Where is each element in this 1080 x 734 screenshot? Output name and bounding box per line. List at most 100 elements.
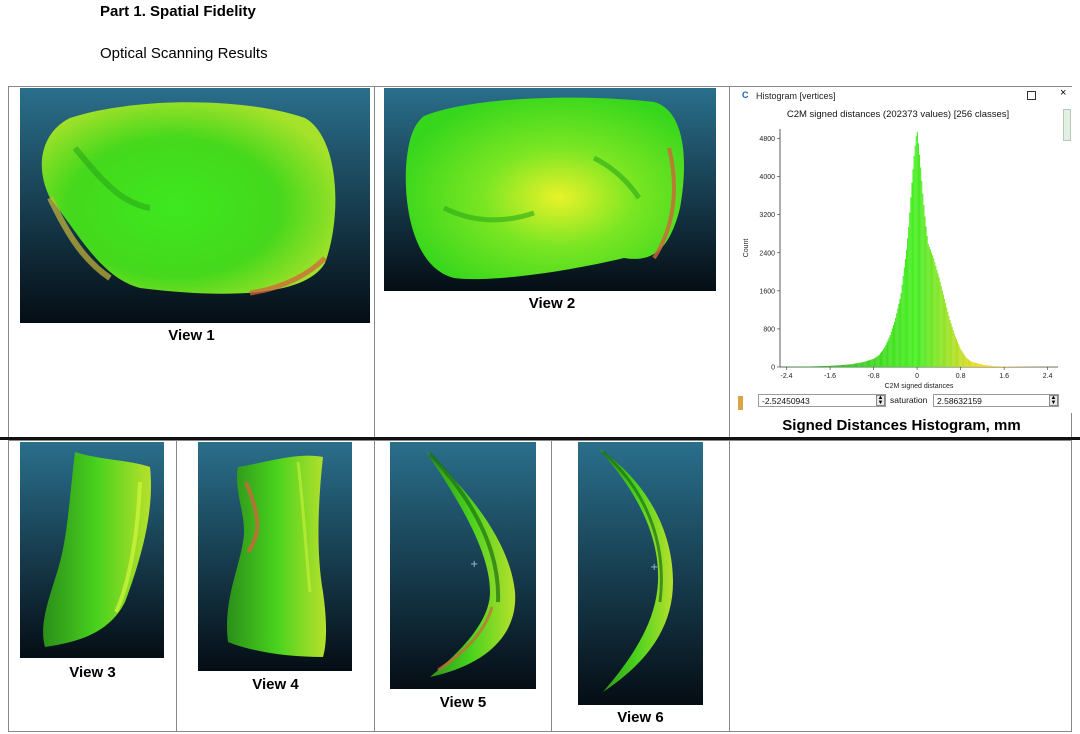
histogram-bar	[913, 156, 915, 367]
histogram-bar	[823, 366, 825, 367]
histogram-bar	[958, 344, 960, 367]
histogram-bar	[915, 136, 917, 367]
window-title: Histogram [vertices]	[756, 91, 836, 101]
histogram-bar	[953, 333, 955, 367]
histogram-bar	[832, 365, 834, 367]
histogram-bar	[875, 357, 877, 367]
histogram-bar	[945, 303, 947, 367]
histogram-bar	[903, 267, 905, 367]
min-value-field[interactable]: -2.52450943	[758, 394, 886, 407]
histogram-bar	[970, 361, 972, 367]
histogram-bar	[951, 326, 953, 367]
x-axis-label: C2M signed distances	[885, 383, 954, 390]
histogram-bar	[934, 262, 936, 367]
histogram-bar	[879, 353, 881, 367]
histogram-bar	[938, 277, 940, 367]
histogram-bar	[943, 298, 946, 367]
histogram-bar	[976, 363, 978, 367]
histogram-bar	[972, 362, 974, 367]
min-value-spinner[interactable]: ▲ ▼	[876, 395, 885, 406]
histogram-bar	[862, 362, 864, 367]
histogram-bar	[878, 354, 880, 367]
histogram-bar	[939, 281, 941, 367]
histogram-bar	[904, 258, 906, 367]
histogram-bar	[920, 167, 922, 367]
histogram-bar	[877, 355, 879, 367]
histogram-bar	[894, 321, 896, 367]
histogram-bar	[826, 365, 828, 367]
histogram-bar	[981, 364, 984, 367]
maximize-icon[interactable]	[1027, 91, 1036, 100]
histogram-bar	[852, 363, 854, 367]
histogram-caption: C2M signed distances (202373 values) [25…	[786, 109, 1010, 120]
histogram-bar	[873, 358, 875, 367]
histogram-bar	[991, 365, 993, 367]
histogram-bar	[985, 365, 987, 367]
scroll-strip[interactable]	[1063, 109, 1071, 141]
histogram-bar	[977, 363, 979, 367]
histogram-bar	[813, 366, 815, 367]
histogram-bar	[885, 344, 887, 367]
histogram-bar	[946, 307, 948, 367]
histogram-bar	[867, 360, 870, 367]
histogram-bar	[848, 364, 850, 367]
histogram-bar	[960, 349, 962, 367]
x-tick-label: -0.8	[868, 373, 880, 380]
saturation-spinner[interactable]: ▲ ▼	[1049, 395, 1058, 406]
histogram-bar	[892, 325, 895, 367]
histogram-bar	[849, 364, 851, 367]
histogram-bar	[816, 366, 819, 367]
histogram-bar	[983, 364, 985, 367]
view6-label: View 6	[617, 709, 664, 726]
histogram-bar	[986, 365, 988, 367]
histogram-bar	[884, 347, 886, 367]
saturation-field[interactable]: 2.58632159	[933, 394, 1059, 407]
histogram-bar	[973, 362, 975, 367]
histogram-bar	[902, 276, 904, 367]
view5-cell: + View 5	[374, 440, 552, 732]
histogram-bar	[926, 235, 928, 367]
histogram-bar	[979, 364, 981, 367]
histogram-bar	[844, 364, 846, 367]
histogram-bar	[922, 193, 924, 367]
histogram-bar	[1002, 366, 1004, 367]
histogram-bar	[971, 361, 973, 367]
histogram-bar	[993, 366, 996, 367]
histogram-bar	[819, 366, 821, 367]
histogram-chart: -2.4 -1.6 -0.8 0 0.8 1.6 2.4 0 800 1600 2400 3200 40…	[743, 129, 1058, 390]
histogram-footer: Signed Distances Histogram, mm	[782, 417, 1021, 434]
histogram-bar	[869, 360, 871, 367]
histogram-bar	[886, 342, 888, 367]
histogram-bar	[954, 336, 956, 367]
histogram-bar	[890, 331, 892, 367]
y-tick-label: 800	[763, 326, 775, 333]
histogram-bar	[821, 366, 823, 367]
y-tick-label: 2400	[759, 250, 775, 257]
histogram-bar	[952, 330, 954, 367]
histogram-bar	[856, 363, 858, 367]
histogram-bar	[864, 361, 866, 367]
histogram-bar	[933, 258, 935, 367]
histogram-bar	[911, 182, 913, 367]
histogram-bar	[857, 363, 859, 367]
histogram-bar	[930, 252, 933, 367]
histogram-bar	[964, 356, 966, 367]
view2-render	[384, 88, 716, 291]
view2-label: View 2	[528, 295, 576, 312]
left-bar-marker	[738, 396, 743, 410]
histogram-bar	[966, 358, 968, 367]
histogram-bar	[860, 362, 862, 367]
histogram-bar	[828, 365, 830, 367]
view2-cell: View 2	[374, 86, 730, 438]
histogram-bar	[967, 359, 969, 367]
histogram-bar	[919, 154, 921, 367]
histogram-bar	[989, 365, 991, 367]
histogram-bar	[942, 294, 944, 367]
histogram-bar	[912, 169, 914, 367]
histogram-bar	[924, 216, 926, 367]
view5-render: +	[390, 442, 536, 689]
histogram-bar	[898, 303, 900, 367]
close-icon[interactable]: ×	[1060, 87, 1067, 99]
view6-render: +	[578, 442, 703, 705]
histogram-bar	[818, 366, 820, 367]
